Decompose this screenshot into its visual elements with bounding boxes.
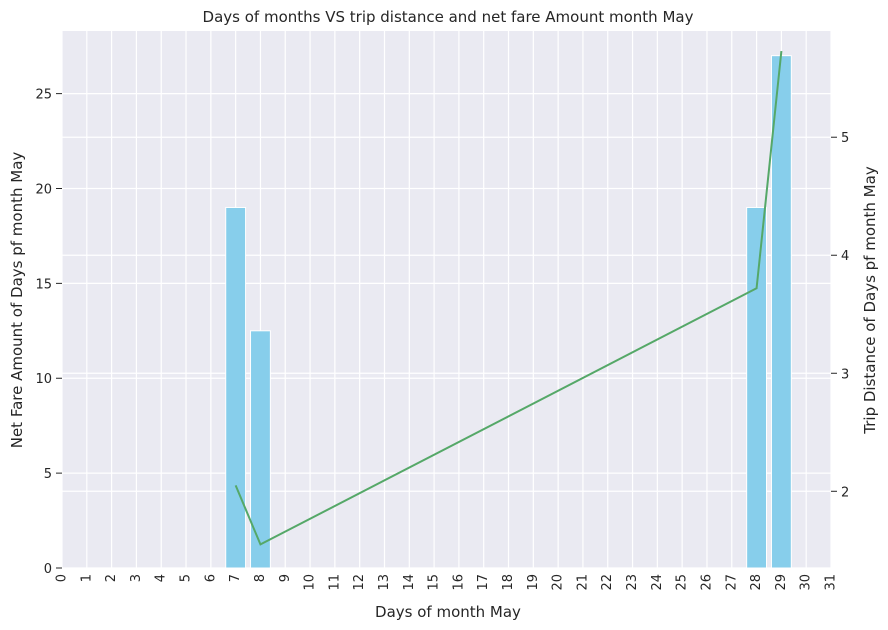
bar [746,206,768,569]
x-tick-labels: 0 1 2 3 4 5 6 7 8 9 10 11 12 13 14 15 16 17 18 19 20 21 22 23 24… [55,574,839,591]
y2-tick-label: 3 [841,367,849,382]
x-tick-label: 14 [402,574,417,591]
x-tick-label: 12 [352,574,367,591]
chart-title: Days of months VS trip distance and net … [203,8,694,26]
y-tick-label: 10 [35,372,52,387]
y-tick-labels: 0 5 10 15 20 25 [35,88,62,577]
bars [225,55,792,569]
gridlines [61,31,832,569]
x-tick-label: 11 [327,574,342,591]
x-tick-label: 26 [699,574,714,591]
trip-distance-series [234,50,783,546]
x-axis-label: Days of month May [375,603,521,621]
y-tick-label: 15 [35,277,52,292]
x-tick-label: 31 [824,574,839,591]
x-tick-label: 17 [476,574,491,591]
x-tick-label: 13 [377,574,392,591]
x-tick-label: 27 [724,574,739,591]
y2-tick-label: 5 [841,131,849,146]
x-tick-label: 30 [799,574,814,591]
x-tick-label: 2 [104,574,119,582]
x-tick-label: 29 [774,574,789,591]
x-tick-label: 9 [278,574,293,582]
x-tick-label: 8 [253,574,268,582]
x-tick-label: 18 [501,574,516,591]
x-tick-label: 22 [600,574,615,591]
y-tick-label: 0 [44,562,52,577]
x-tick-label: 10 [303,574,318,591]
x-tick-label: 21 [575,574,590,591]
x-tick-label: 15 [427,574,442,591]
x-tick-label: 4 [154,574,169,582]
y-tick-label: 25 [35,88,52,103]
y-tick-label: 20 [35,182,52,197]
bar [250,330,271,569]
x-tick-label: 23 [625,574,640,591]
bar [770,55,792,569]
x-tick-label: 0 [55,574,70,582]
y2-tick-label: 2 [841,485,849,500]
x-tick-label: 1 [79,574,94,582]
x-tick-label: 20 [551,574,566,591]
y-tick-label: 5 [44,467,52,482]
x-tick-label: 25 [675,574,690,591]
x-tick-label: 7 [228,574,243,582]
y2-tick-label: 4 [841,249,849,264]
x-tick-label: 28 [749,574,764,591]
y2-axis-label: Trip Distance of Days pf month May [861,166,879,435]
x-tick-label: 16 [451,574,466,591]
x-tick-label: 3 [129,574,144,582]
y2-tick-labels: 2 3 4 5 [831,131,849,500]
x-tick-label: 5 [179,574,194,582]
x-tick-label: 6 [203,574,218,582]
bar [225,206,247,569]
trip-distance-line [234,50,783,546]
plot-background [62,31,831,568]
y-axis-label: Net Fare Amount of Days pf month May [8,152,26,449]
x-tick-label: 24 [650,574,665,591]
x-tick-label: 19 [526,574,541,591]
